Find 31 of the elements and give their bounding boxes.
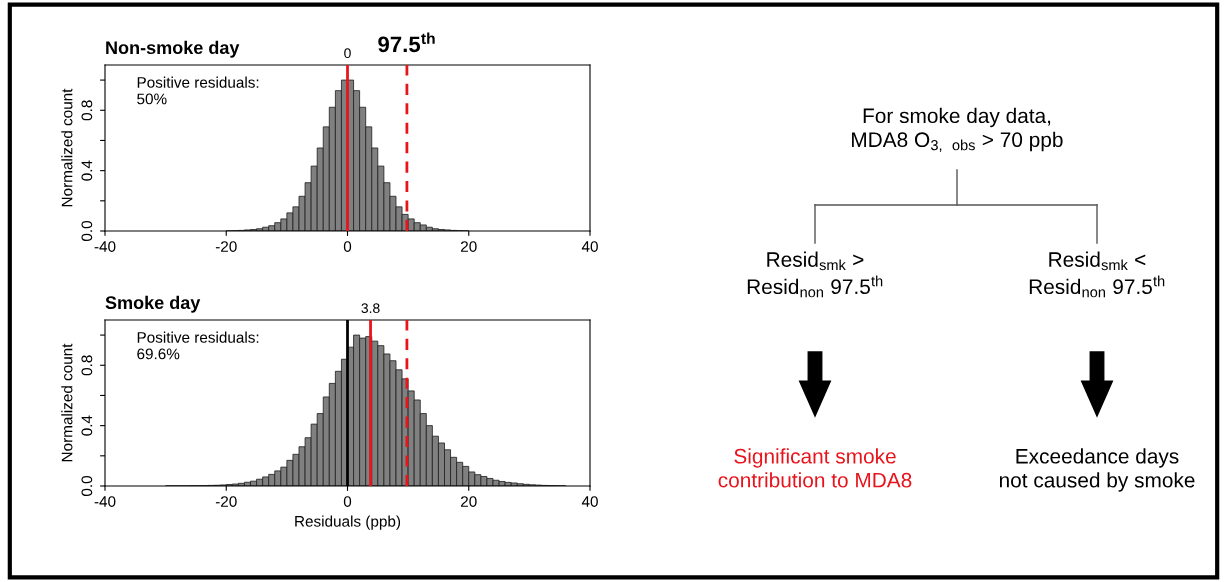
ref-line-label: 0 xyxy=(344,48,351,59)
x-tick-label: 20 xyxy=(461,241,477,252)
text: Resid$_{smk}$ < Resid$_{non}$ 97.5$^{th}$ xyxy=(1029,251,1165,298)
ref-line-label: 97.5$^{th}$ xyxy=(378,32,435,53)
chart-title: Non-smoke day xyxy=(106,40,240,58)
y-axis-title: Normalized count xyxy=(61,88,73,207)
x-tick-label: -20 xyxy=(215,241,237,252)
y-axis-title: Normalized count xyxy=(61,343,73,462)
x-tick-label: 0 xyxy=(343,496,352,507)
y-tick-label: 0.0 xyxy=(81,220,93,242)
x-tick-label: 40 xyxy=(581,496,598,507)
y-tick-label: 0.8 xyxy=(81,355,93,376)
x-tick-label: 20 xyxy=(461,496,477,507)
x-tick-label: 40 xyxy=(581,241,598,252)
x-tick-label: -40 xyxy=(94,241,116,252)
text: Resid$_{smk}$ > Resid$_{non}$ 97.5$^{th}$ xyxy=(747,251,883,298)
text: For smoke day data, MDA8 O$_{3, obs}$ > 70 ppb xyxy=(852,107,1063,153)
x-tick-label: -40 xyxy=(94,496,116,507)
text: Significant smoke contribution to MDA8 xyxy=(718,448,912,488)
y-tick-label: 0.4 xyxy=(81,415,93,436)
y-tick-label: 0.4 xyxy=(81,160,93,181)
chart-title: Smoke day xyxy=(105,295,201,313)
x-tick-label: -20 xyxy=(215,496,237,507)
y-tick-label: 0.0 xyxy=(81,475,93,497)
text: Exceedance days not caused by smoke xyxy=(999,448,1195,492)
ref-line-label: 3.8 xyxy=(361,303,380,314)
y-tick-label: 0.8 xyxy=(81,100,93,121)
annotation: Positive residuals: 69.6% xyxy=(137,331,259,360)
x-axis-title: Residuals (ppb) xyxy=(295,515,401,530)
annotation: Positive residuals: 50% xyxy=(137,76,259,105)
x-tick-label: 0 xyxy=(343,241,352,252)
